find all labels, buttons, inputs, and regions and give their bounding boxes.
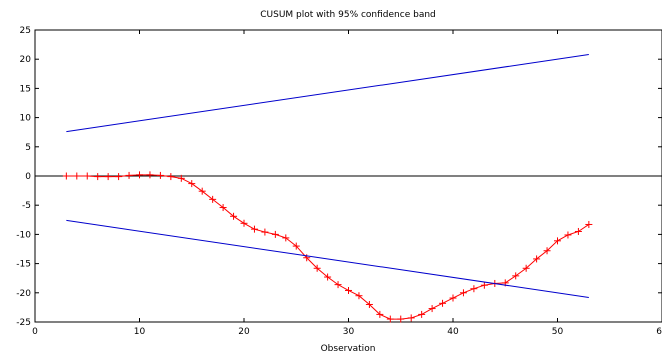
data-point	[94, 173, 102, 181]
series-layer	[62, 54, 593, 323]
data-point	[83, 172, 91, 180]
data-point	[156, 171, 164, 179]
data-point	[177, 174, 185, 182]
series-line-upper	[66, 54, 589, 133]
data-point	[188, 180, 196, 188]
x-tick-label: 40	[447, 327, 459, 337]
x-tick-label: 0	[32, 327, 38, 337]
data-point	[104, 173, 112, 181]
data-point	[397, 315, 405, 323]
data-point	[125, 171, 133, 179]
data-point	[146, 171, 154, 179]
data-point	[480, 281, 488, 289]
y-tick-label: -15	[16, 260, 31, 270]
data-point	[334, 281, 342, 289]
y-axis: -25 -20 -15 -10 -5 0 5 10 15 20 25	[16, 26, 662, 328]
data-point	[62, 172, 70, 180]
data-point	[313, 264, 321, 272]
x-tick-label: 50	[552, 327, 564, 337]
y-tick-label: -20	[16, 289, 31, 299]
data-point	[292, 242, 300, 250]
y-tick-label: 15	[20, 84, 31, 94]
data-point	[564, 231, 572, 239]
x-axis-label: Observation	[321, 344, 376, 354]
data-point	[261, 228, 269, 236]
data-point	[459, 289, 467, 297]
data-point	[386, 315, 394, 323]
data-point	[585, 220, 593, 228]
data-point	[543, 247, 551, 255]
data-point	[533, 255, 541, 263]
data-point	[136, 171, 143, 179]
data-point	[271, 230, 279, 238]
data-point	[209, 195, 217, 203]
x-tick-label: 30	[343, 327, 355, 337]
data-point	[470, 285, 478, 293]
x-tick-label: 10	[134, 327, 146, 337]
y-tick-label: 25	[20, 26, 31, 36]
data-point	[512, 272, 520, 280]
data-point	[449, 294, 457, 302]
data-point	[73, 172, 81, 180]
data-point	[407, 314, 415, 322]
data-point	[574, 227, 582, 235]
data-point	[522, 264, 530, 272]
data-point	[115, 173, 123, 181]
series-line-cusum	[66, 174, 590, 320]
data-point	[219, 204, 227, 212]
data-point	[439, 299, 447, 307]
data-point	[324, 273, 332, 281]
y-tick-label: 20	[20, 55, 32, 65]
y-tick-label: -25	[16, 318, 31, 328]
data-point	[167, 173, 175, 181]
data-point	[250, 225, 258, 233]
data-point	[282, 234, 290, 242]
x-tick-label: 20	[238, 327, 250, 337]
y-tick-label: -5	[22, 201, 31, 211]
data-point	[418, 310, 426, 318]
series-line-lower	[66, 219, 589, 298]
data-point	[198, 187, 206, 195]
data-point	[240, 219, 248, 227]
x-tick-label: 60	[656, 327, 662, 337]
data-point	[365, 300, 373, 308]
data-point	[345, 286, 352, 294]
y-tick-label: 10	[20, 114, 32, 124]
data-point	[376, 310, 384, 318]
x-axis: 0 10 20 30 40 50 60	[32, 30, 662, 337]
y-tick-label: 0	[25, 172, 31, 182]
data-point	[355, 292, 363, 300]
chart-title: CUSUM plot with 95% confidence band	[260, 10, 436, 20]
y-tick-label: -10	[16, 230, 31, 240]
data-point	[230, 212, 238, 220]
data-point	[428, 305, 436, 313]
data-point	[554, 237, 561, 245]
y-tick-label: 5	[25, 143, 31, 153]
